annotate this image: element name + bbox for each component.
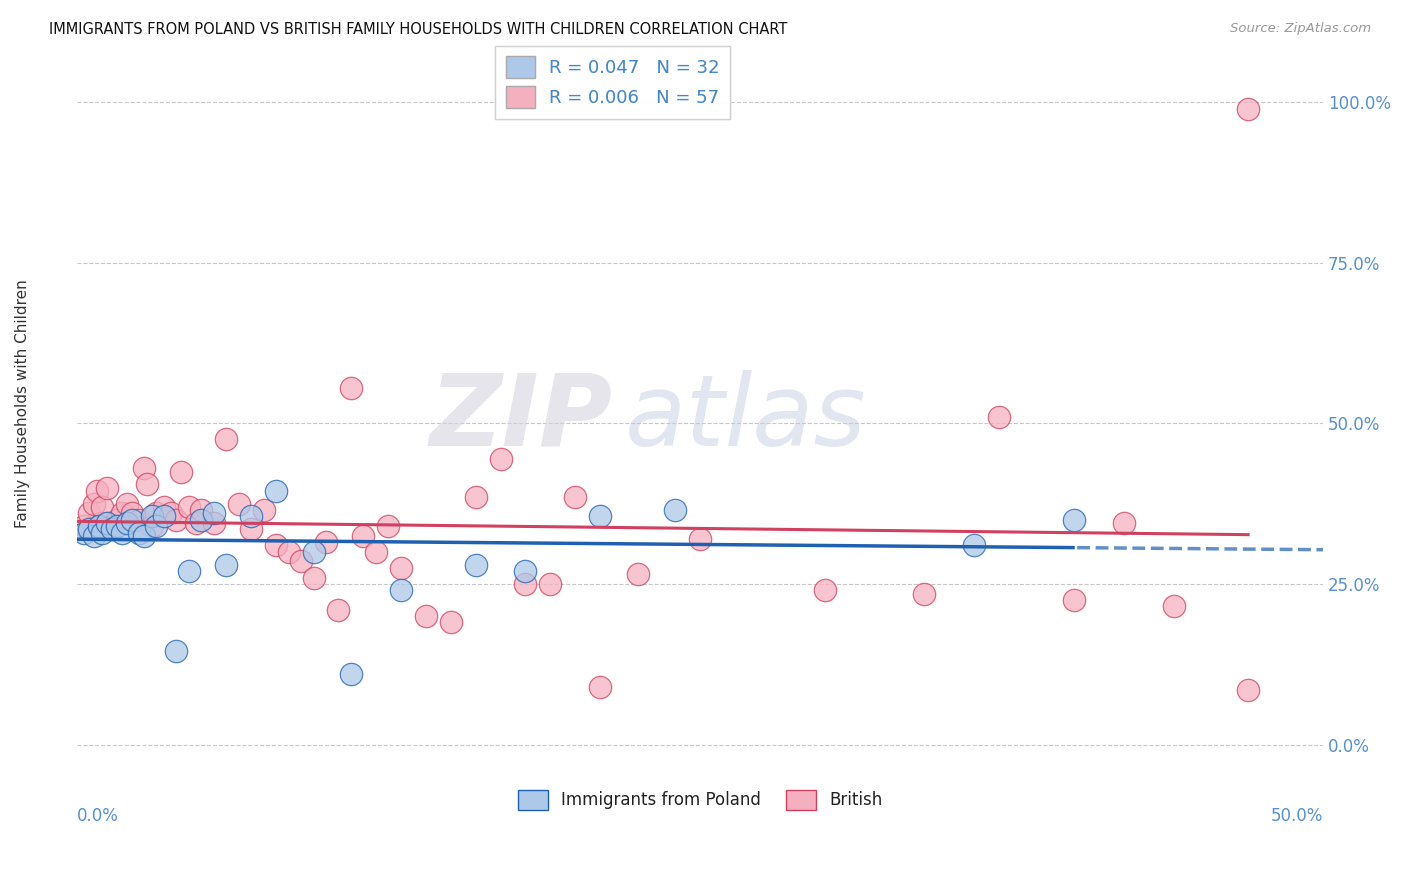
Text: ZIP: ZIP [430, 369, 613, 467]
Point [170, 465, 193, 479]
Point [105, 513, 128, 527]
Point [228, 497, 250, 511]
Point [73, 525, 96, 540]
Point [389, 561, 412, 575]
Point [190, 503, 212, 517]
Point [115, 497, 138, 511]
Point [564, 490, 586, 504]
Point [100, 519, 122, 533]
Point [1063, 513, 1085, 527]
Point [240, 509, 263, 524]
Point [215, 558, 238, 572]
Point [141, 509, 163, 524]
Text: Source: ZipAtlas.com: Source: ZipAtlas.com [1230, 22, 1371, 36]
Text: atlas: atlas [626, 369, 866, 467]
Point [264, 483, 287, 498]
Point [86, 483, 108, 498]
Point [689, 532, 711, 546]
Point [90, 500, 112, 514]
Point [1237, 682, 1260, 697]
Point [90, 516, 112, 530]
Legend: R = 0.047   N = 32, R = 0.006   N = 57: R = 0.047 N = 32, R = 0.006 N = 57 [495, 45, 731, 119]
Point [364, 545, 387, 559]
Point [89, 519, 111, 533]
Point [589, 509, 612, 524]
Point [141, 519, 163, 533]
Point [489, 451, 512, 466]
Point [105, 519, 128, 533]
Point [589, 680, 612, 694]
Point [538, 577, 561, 591]
Point [464, 558, 486, 572]
Point [340, 666, 363, 681]
Point [1112, 516, 1135, 530]
Point [145, 519, 167, 533]
Point [77, 506, 100, 520]
Point [153, 509, 176, 524]
Point [177, 500, 200, 514]
Point [377, 519, 399, 533]
Point [190, 513, 212, 527]
Point [389, 583, 412, 598]
Text: 0.0%: 0.0% [77, 807, 118, 825]
Point [240, 522, 263, 536]
Point [83, 497, 105, 511]
Point [77, 522, 100, 536]
Point [177, 564, 200, 578]
Point [1063, 593, 1085, 607]
Point [121, 506, 143, 520]
Point [132, 461, 155, 475]
Point [277, 545, 299, 559]
Point [328, 602, 350, 616]
Point [110, 525, 132, 540]
Point [73, 519, 96, 533]
Point [135, 477, 157, 491]
Point [145, 506, 167, 520]
Point [121, 513, 143, 527]
Point [110, 506, 132, 520]
Point [96, 516, 118, 530]
Point [515, 577, 537, 591]
Y-axis label: Family Households with Children: Family Households with Children [15, 280, 30, 528]
Point [264, 538, 287, 552]
Text: 50.0%: 50.0% [1271, 807, 1323, 825]
Point [912, 586, 935, 600]
Point [302, 545, 325, 559]
Point [165, 513, 187, 527]
Point [202, 506, 225, 520]
Point [302, 570, 325, 584]
Point [215, 433, 238, 447]
Point [90, 525, 112, 540]
Point [464, 490, 486, 504]
Point [253, 503, 276, 517]
Point [83, 529, 105, 543]
Point [96, 481, 118, 495]
Point [128, 513, 150, 527]
Point [352, 529, 374, 543]
Point [1237, 102, 1260, 116]
Point [626, 567, 648, 582]
Point [664, 503, 686, 517]
Point [165, 644, 187, 658]
Point [202, 516, 225, 530]
Point [813, 583, 835, 598]
Point [100, 522, 122, 536]
Point [128, 525, 150, 540]
Point [132, 529, 155, 543]
Text: IMMIGRANTS FROM POLAND VS BRITISH FAMILY HOUSEHOLDS WITH CHILDREN CORRELATION CH: IMMIGRANTS FROM POLAND VS BRITISH FAMILY… [49, 22, 787, 37]
Point [160, 506, 183, 520]
Point [415, 609, 437, 624]
Point [440, 615, 463, 630]
Point [515, 564, 537, 578]
Point [315, 535, 337, 549]
Point [153, 500, 176, 514]
Point [186, 516, 208, 530]
Point [988, 409, 1011, 424]
Point [963, 538, 986, 552]
Point [115, 516, 138, 530]
Point [1163, 599, 1185, 614]
Point [290, 554, 312, 568]
Point [340, 381, 363, 395]
